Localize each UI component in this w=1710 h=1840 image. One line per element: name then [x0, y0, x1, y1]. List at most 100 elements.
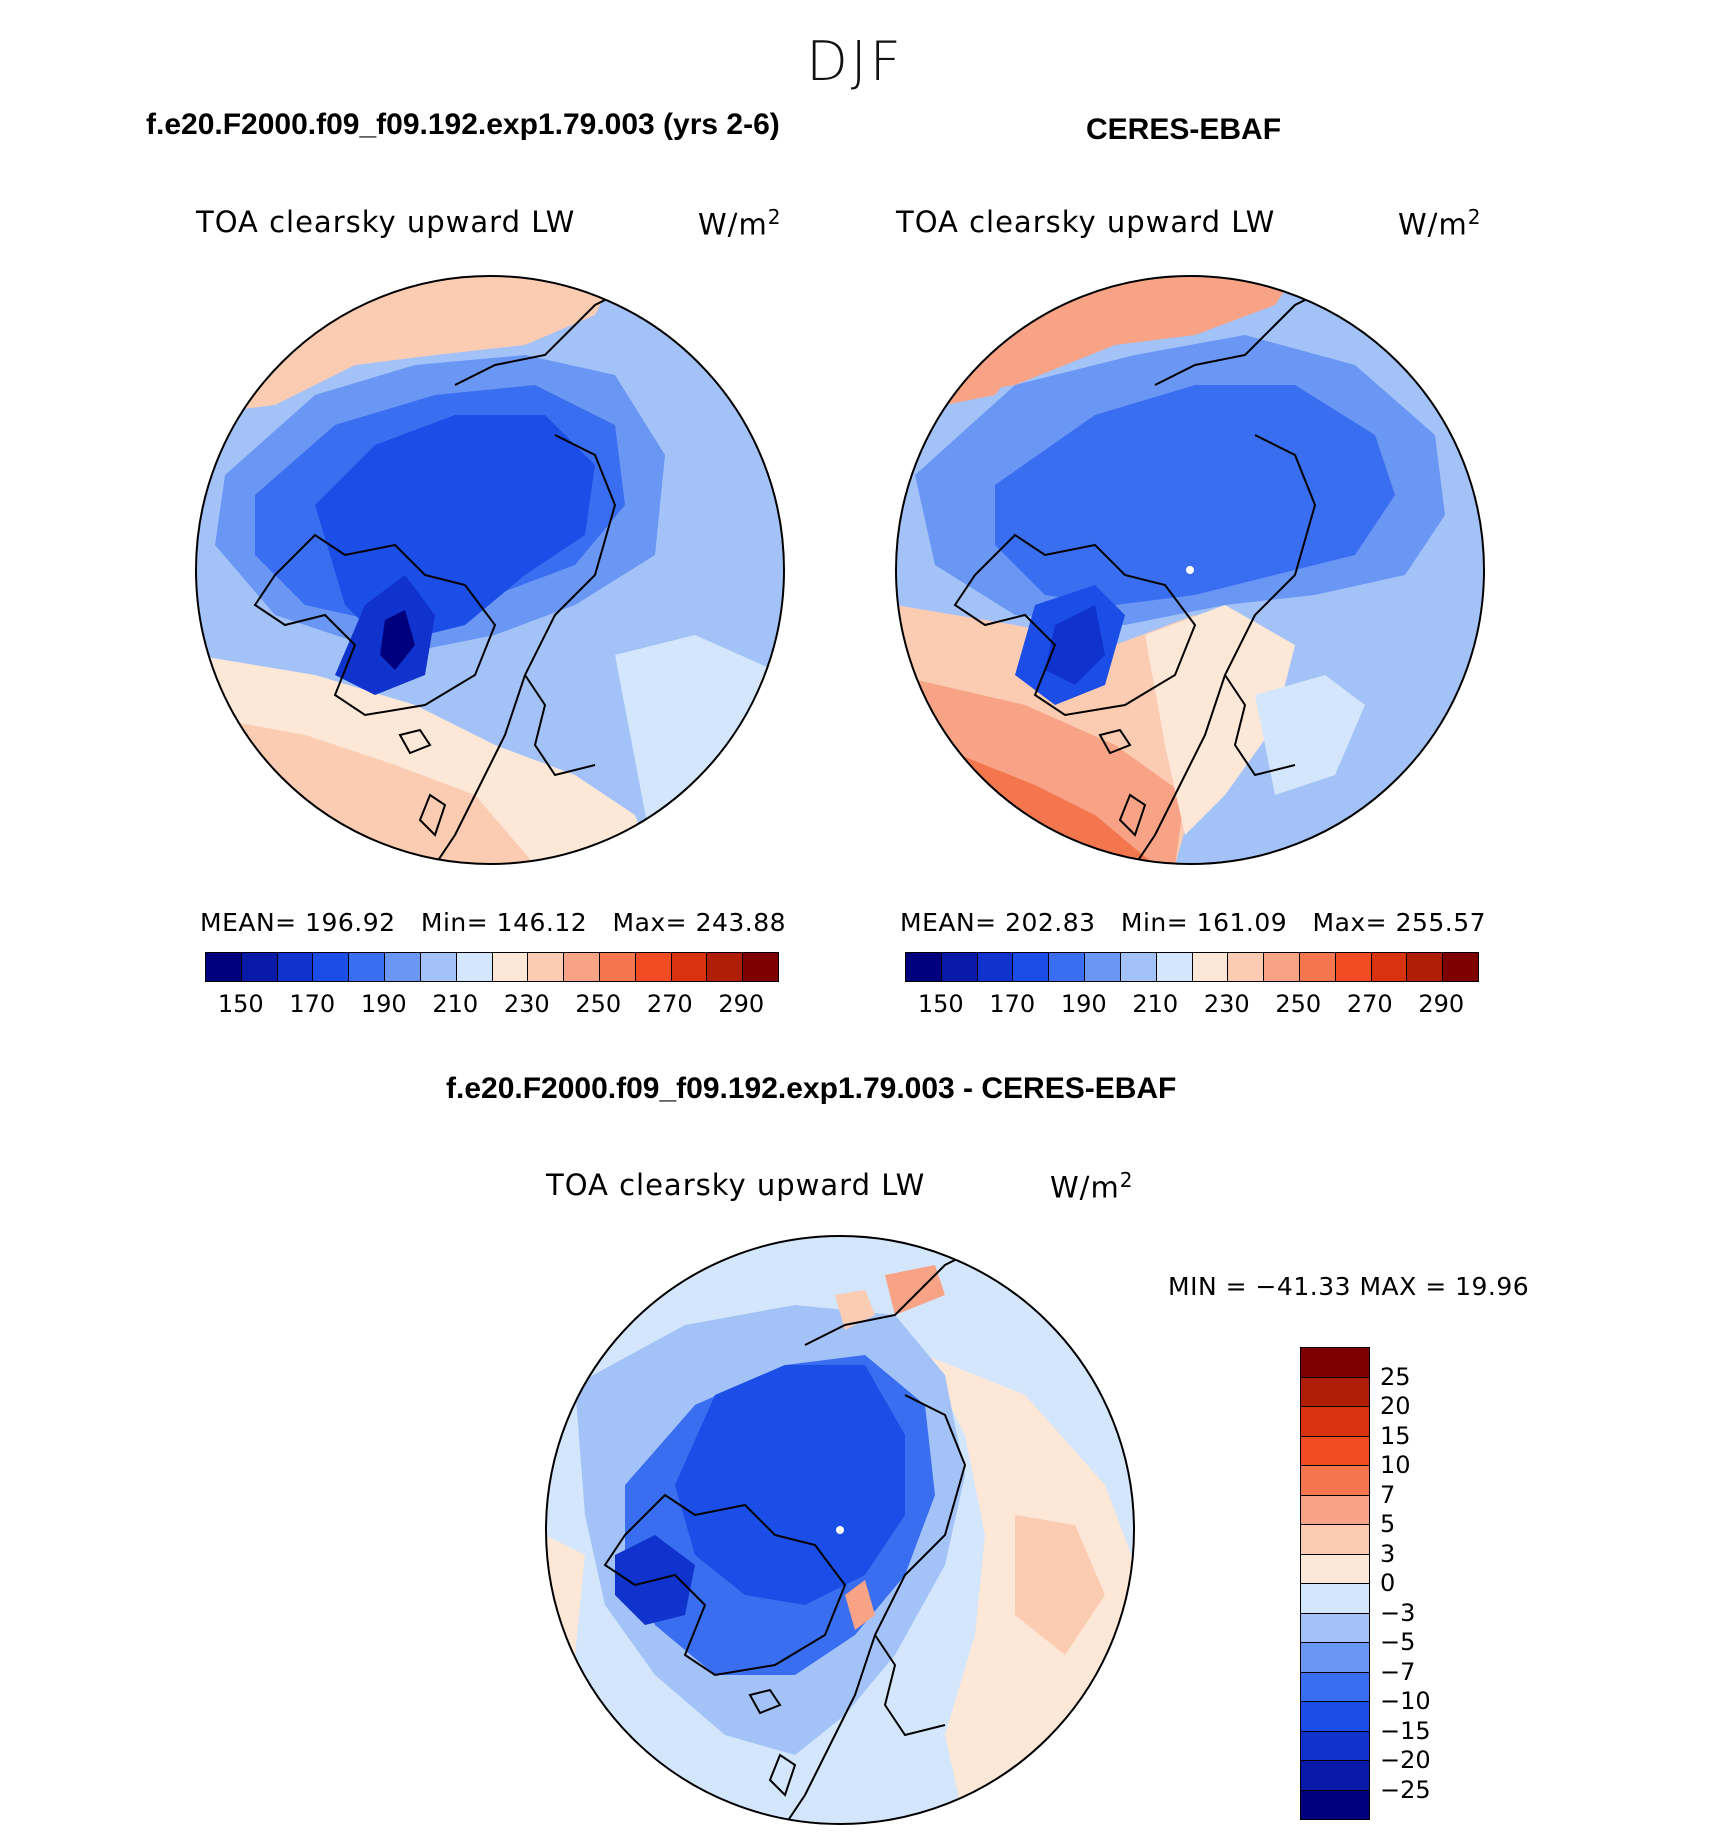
colorbar-swatch: [1301, 1672, 1369, 1702]
colorbar-tick-label: −7: [1380, 1657, 1416, 1686]
colorbar-tick-label: −10: [1380, 1687, 1431, 1715]
colorbar-tick-label: 210: [432, 990, 479, 1018]
colorbar-swatch: [1085, 953, 1121, 981]
model-polar-map: [195, 275, 785, 865]
colorbar-swatch: [906, 953, 942, 981]
colorbar-tick-label: 0: [1380, 1569, 1396, 1597]
colorbar-tick-label: 150: [217, 990, 264, 1018]
colorbar-swatch: [1301, 1348, 1369, 1378]
obs-colorbar: [905, 952, 1479, 982]
colorbar-tick-label: 7: [1380, 1480, 1396, 1509]
colorbar-swatch: [1120, 953, 1157, 981]
obs-variable-label: TOA clearsky upward LW: [896, 205, 1276, 239]
colorbar-swatch: [492, 953, 529, 981]
colorbar-swatch: [1301, 1643, 1369, 1673]
colorbar-tick-label: −25: [1380, 1775, 1431, 1804]
diff-stats: MIN = −41.33 MAX = 19.96: [1168, 1272, 1530, 1301]
colorbar-tick-label: 170: [289, 990, 336, 1018]
colorbar-swatch: [1335, 953, 1372, 981]
colorbar-tick-label: 5: [1380, 1510, 1396, 1538]
colorbar-swatch: [707, 953, 744, 981]
model-units-label: W/m2: [698, 205, 782, 242]
colorbar-tick-label: −3: [1380, 1598, 1416, 1627]
colorbar-tick-label: 190: [1060, 990, 1107, 1018]
obs-panel-title: CERES-EBAF: [1086, 113, 1282, 146]
colorbar-tick-label: 250: [575, 990, 622, 1018]
colorbar-swatch: [1013, 953, 1050, 981]
colorbar-tick-label: 230: [1203, 990, 1250, 1018]
diff-units-label: W/m2: [1050, 1168, 1134, 1205]
colorbar-swatch: [313, 953, 350, 981]
colorbar-tick-label: 270: [1346, 990, 1393, 1018]
colorbar-swatch: [564, 953, 600, 981]
diff-variable-label: TOA clearsky upward LW: [546, 1168, 926, 1202]
colorbar-swatch: [1049, 953, 1086, 981]
colorbar-swatch: [1301, 1702, 1369, 1732]
diff-colorbar: [1300, 1347, 1370, 1820]
colorbar-swatch: [1228, 953, 1265, 981]
diff-colorbar-ticks: 25 20 15 10 7 5 3 0 −3 −5 −7 −10 −15 −20 −25: [1380, 1347, 1480, 1807]
diff-panel-title: f.e20.F2000.f09_f09.192.exp1.79.003 - CE…: [446, 1072, 1177, 1105]
colorbar-tick-label: 290: [718, 990, 765, 1018]
colorbar-tick-label: 10: [1380, 1451, 1411, 1479]
obs-polar-map: [895, 275, 1485, 865]
colorbar-tick-label: −20: [1380, 1746, 1431, 1774]
model-colorbar-ticks: 150 170 190 210 230 250 270 290: [205, 990, 777, 1020]
colorbar-swatch: [277, 953, 314, 981]
model-panel-title: f.e20.F2000.f09_f09.192.exp1.79.003 (yrs…: [146, 108, 780, 141]
colorbar-swatch: [1301, 1466, 1369, 1496]
colorbar-swatch: [349, 953, 386, 981]
colorbar-swatch: [241, 953, 278, 981]
colorbar-swatch: [599, 953, 636, 981]
colorbar-swatch: [1301, 1554, 1369, 1584]
colorbar-swatch: [1192, 953, 1229, 981]
colorbar-swatch: [1264, 953, 1300, 981]
colorbar-tick-label: 15: [1380, 1421, 1411, 1450]
colorbar-tick-label: 270: [646, 990, 693, 1018]
colorbar-swatch: [1407, 953, 1444, 981]
colorbar-swatch: [1301, 1525, 1369, 1555]
colorbar-swatch: [1301, 1495, 1369, 1525]
colorbar-tick-label: −15: [1380, 1716, 1431, 1745]
colorbar-swatch: [420, 953, 457, 981]
colorbar-swatch: [206, 953, 242, 981]
model-colorbar: [205, 952, 779, 982]
colorbar-swatch: [385, 953, 421, 981]
colorbar-swatch: [1301, 1377, 1369, 1407]
colorbar-tick-label: 170: [989, 990, 1036, 1018]
colorbar-swatch: [1301, 1407, 1369, 1437]
colorbar-swatch: [1156, 953, 1193, 981]
colorbar-swatch: [1371, 953, 1408, 981]
colorbar-tick-label: 25: [1380, 1362, 1411, 1391]
colorbar-swatch: [671, 953, 708, 981]
season-title: DJF: [806, 30, 904, 93]
colorbar-swatch: [1299, 953, 1336, 981]
colorbar-swatch: [941, 953, 978, 981]
colorbar-swatch: [1443, 953, 1478, 981]
colorbar-swatch: [1301, 1731, 1369, 1761]
colorbar-swatch: [1301, 1584, 1369, 1614]
colorbar-tick-label: 3: [1380, 1539, 1396, 1568]
colorbar-swatch: [1301, 1436, 1369, 1466]
model-variable-label: TOA clearsky upward LW: [196, 205, 576, 239]
colorbar-swatch: [635, 953, 672, 981]
model-stats: MEAN= 196.92 Min= 146.12 Max= 243.88: [200, 908, 787, 937]
colorbar-swatch: [743, 953, 778, 981]
obs-colorbar-ticks: 150 170 190 210 230 250 270 290: [905, 990, 1477, 1020]
colorbar-tick-label: 190: [360, 990, 407, 1018]
obs-stats: MEAN= 202.83 Min= 161.09 Max= 255.57: [900, 908, 1487, 937]
colorbar-swatch: [1301, 1613, 1369, 1643]
colorbar-tick-label: 230: [503, 990, 550, 1018]
colorbar-tick-label: 150: [917, 990, 964, 1018]
colorbar-swatch: [1301, 1761, 1369, 1791]
colorbar-swatch: [456, 953, 493, 981]
colorbar-tick-label: 20: [1380, 1392, 1411, 1420]
obs-units-label: W/m2: [1398, 205, 1482, 242]
colorbar-tick-label: 250: [1275, 990, 1322, 1018]
colorbar-tick-label: 210: [1132, 990, 1179, 1018]
colorbar-swatch: [528, 953, 565, 981]
diff-polar-map: [545, 1235, 1135, 1825]
colorbar-swatch: [1301, 1790, 1369, 1819]
colorbar-tick-label: 290: [1418, 990, 1465, 1018]
colorbar-tick-label: −5: [1380, 1628, 1416, 1656]
